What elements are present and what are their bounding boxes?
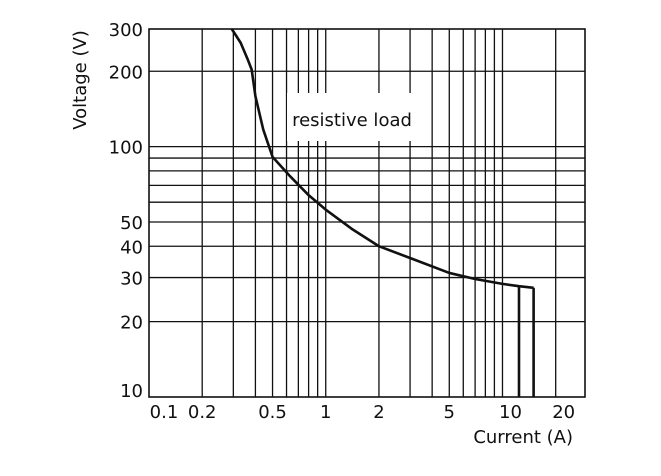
grid [149,29,585,397]
plot-frame [148,28,586,398]
y-axis-label: Voltage (V) [70,30,91,130]
x-axis-label: Current (A) [473,427,573,448]
y-tick-label: 40 [120,237,143,258]
x-tick-labels: 0.1 0.2 0.5 1 2 5 10 20 [150,402,575,423]
y-tick-label: 10 [120,381,143,402]
x-tick-label: 0.2 [188,402,217,423]
annotation-background [287,93,413,141]
series-group [230,28,535,397]
x-tick-label: 20 [552,402,575,423]
y-tick-labels: 300 200 100 50 40 30 20 10 [109,20,143,402]
y-tick-label: 20 [120,313,143,334]
y-tick-label: 100 [109,138,143,159]
x-tick-label: 0.5 [258,402,287,423]
x-tick-label: 0.1 [150,402,179,423]
series-line-0 [230,28,534,290]
x-tick-label: 2 [373,402,384,423]
x-tick-label: 5 [444,402,455,423]
annotation-resistive-load: resistive load [292,110,412,131]
x-tick-label: 10 [499,402,522,423]
y-tick-label: 200 [109,62,143,83]
y-tick-label: 30 [120,269,143,290]
y-tick-label: 50 [120,213,143,234]
y-tick-label: 300 [109,20,143,41]
x-tick-label: 1 [320,402,331,423]
